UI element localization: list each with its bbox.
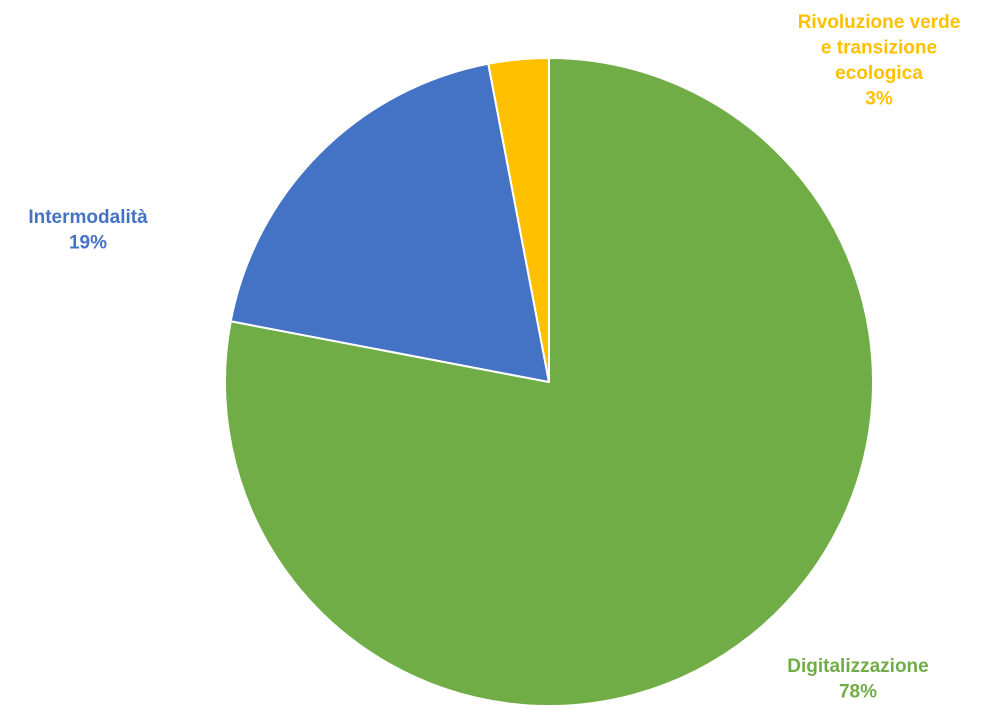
- data-label-rivoluzione-verde-e-transizione-ecologica: Rivoluzione verde e transizione ecologica 3…: [798, 12, 961, 110]
- data-label-category: Rivoluzione verde: [798, 12, 961, 33]
- pie-slice-intermodalita: [229, 62, 550, 383]
- data-label-intermodalita: Intermodalità 19%: [28, 207, 148, 254]
- data-label-value: 19%: [69, 233, 107, 254]
- data-label-category: Intermodalità: [28, 207, 148, 228]
- pie-slice-rivoluzione-verde-e-transizione-ecologica: [487, 57, 550, 383]
- data-label-category: e transizione: [821, 38, 937, 59]
- data-label-category: ecologica: [835, 63, 923, 84]
- pie-labels: Digitalizzazione 78% Intermodalità 19% Rivol…: [28, 12, 960, 703]
- data-label-value: 3%: [865, 89, 893, 110]
- data-label-value: 78%: [839, 682, 877, 703]
- pie-slices: [224, 57, 875, 707]
- data-label-digitalizzazione: Digitalizzazione 78%: [787, 656, 928, 703]
- data-label-category: Digitalizzazione: [787, 656, 928, 677]
